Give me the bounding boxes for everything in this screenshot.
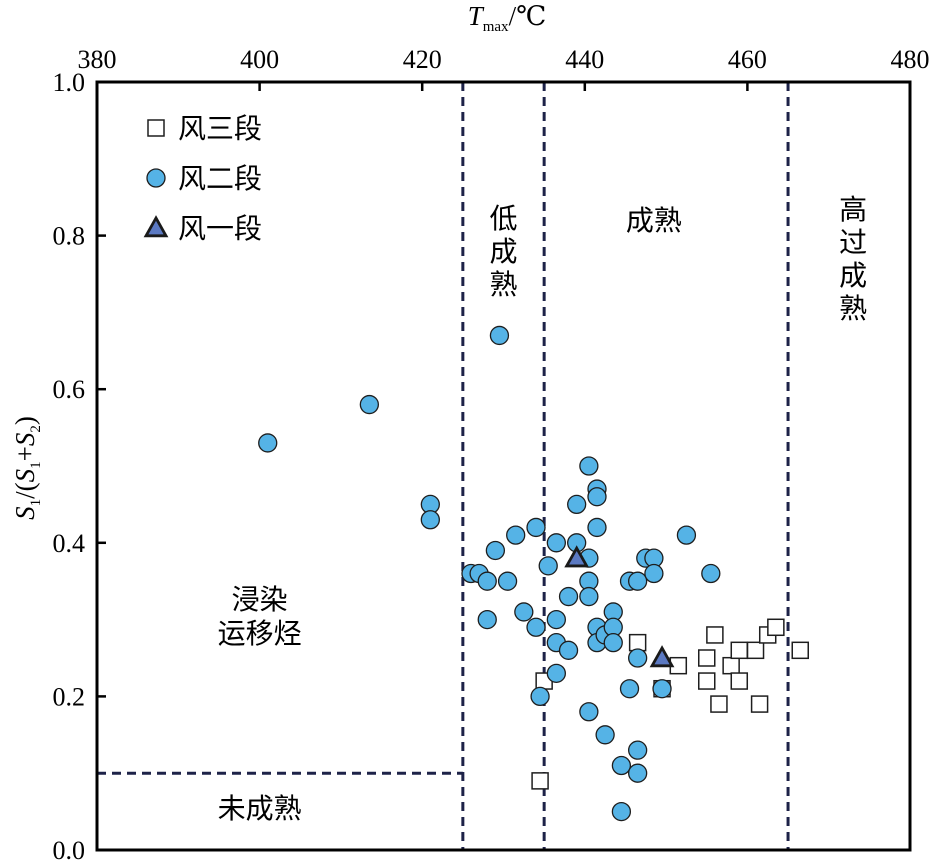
legend-marker-0 [147, 119, 165, 137]
x-axis-title: Tmax/℃ [468, 1, 547, 35]
point-circle-1-23 [567, 494, 587, 515]
point-square-0-13 [750, 695, 769, 713]
point-circle-1-18 [546, 609, 566, 630]
point-circle-1-51 [652, 679, 672, 699]
legend-label-1: 风二段 [178, 162, 262, 195]
point-square-0-9 [722, 656, 740, 675]
point-circle-1-31 [587, 487, 607, 507]
point-circle-1-43 [619, 679, 640, 699]
point-square-0-6 [698, 672, 716, 690]
point-square-0-8 [710, 695, 728, 713]
point-square-0-16 [791, 641, 809, 660]
point-circle-1-11 [506, 525, 526, 545]
point-square-0-11 [730, 672, 749, 690]
zone-label-2-2: 熟 [489, 268, 517, 301]
legend-label-0: 风三段 [178, 112, 262, 145]
x-tick-label-480: 480 [891, 45, 930, 74]
point-circle-1-52 [676, 525, 697, 545]
point-circle-1-53 [701, 563, 721, 584]
y-tick-label-0.6: 0.6 [53, 375, 86, 404]
point-circle-1-39 [603, 632, 623, 653]
x-tick-label-460: 460 [728, 45, 767, 74]
y-tick-label-0.4: 0.4 [53, 529, 86, 558]
point-circle-1-7 [477, 571, 497, 591]
point-circle-1-1 [359, 394, 380, 415]
point-circle-1-21 [558, 586, 579, 607]
point-circle-1-13 [526, 517, 546, 538]
point-circle-1-3 [420, 510, 440, 530]
point-circle-1-8 [485, 540, 506, 561]
y-axis-title: S1/(S1+S2) [10, 416, 44, 520]
x-tick-label-440: 440 [565, 45, 604, 74]
y-tick-label-1.0: 1.0 [53, 68, 86, 97]
zone-label-2-0: 低 [489, 202, 517, 235]
point-circle-1-46 [627, 740, 648, 760]
axis-ticks-layer: 380 400 420 440 460 480 0.0 0.2 0.4 0.6 0.8 1.0 [53, 45, 930, 865]
legend-label-2: 风一段 [178, 212, 262, 245]
zone-label-4-1: 过 [839, 226, 867, 259]
point-circle-1-12 [514, 602, 534, 622]
point-circle-1-32 [587, 517, 607, 538]
zone-label-0-1: 运移烃 [218, 617, 302, 650]
point-circle-1-36 [595, 725, 615, 745]
point-square-0-10 [730, 641, 749, 660]
zone-label-4-3: 熟 [839, 292, 867, 325]
zone-label-1-0: 未成熟 [218, 792, 302, 825]
y-tick-label-0.2: 0.2 [53, 682, 86, 711]
point-circle-1-10 [497, 571, 518, 591]
point-circle-1-25 [579, 456, 599, 476]
x-tick-label-400: 400 [240, 45, 279, 74]
point-circle-1-29 [579, 702, 599, 722]
point-square-0-15 [767, 618, 785, 637]
zone-label-3-0: 成熟 [626, 204, 682, 237]
point-circle-1-22 [558, 640, 579, 660]
zone-label-2-1: 成 [489, 235, 517, 268]
point-circle-1-45 [627, 648, 648, 668]
zone-label-4-2: 成 [839, 259, 867, 292]
point-circle-1-40 [611, 755, 632, 776]
point-circle-1-15 [530, 686, 550, 707]
data-points-layer [258, 325, 809, 822]
point-triangle-2-0 [564, 545, 590, 568]
point-circle-1-17 [546, 533, 566, 553]
point-triangle-2-1 [649, 645, 675, 668]
point-circle-1-14 [526, 617, 546, 637]
x-tick-label-380: 380 [78, 45, 117, 74]
zone-boundaries-layer [97, 82, 790, 850]
point-square-0-7 [706, 626, 724, 644]
point-circle-1-20 [546, 663, 566, 684]
point-circle-1-0 [258, 433, 278, 453]
y-tick-label-0.0: 0.0 [53, 836, 86, 865]
point-circle-1-16 [538, 556, 558, 576]
x-tick-label-420: 420 [403, 45, 442, 74]
y-tick-label-0.8: 0.8 [53, 222, 86, 251]
point-square-0-2 [628, 633, 647, 652]
point-circle-1-50 [644, 563, 664, 584]
plot-frame [95, 80, 912, 852]
point-circle-1-9 [477, 609, 497, 630]
legend-marker-2 [143, 215, 169, 238]
zone-label-4-0: 高 [839, 193, 867, 226]
point-circle-1-28 [579, 586, 599, 607]
zone-label-0-0: 浸染 [232, 583, 288, 616]
point-circle-1-4 [489, 325, 510, 346]
point-circle-1-41 [611, 801, 632, 822]
point-circle-1-47 [627, 763, 648, 783]
legend-marker-1 [146, 168, 166, 188]
point-square-0-5 [698, 649, 716, 667]
point-square-0-0 [531, 772, 549, 790]
point-square-0-12 [746, 641, 765, 660]
point-circle-1-44 [627, 571, 648, 591]
